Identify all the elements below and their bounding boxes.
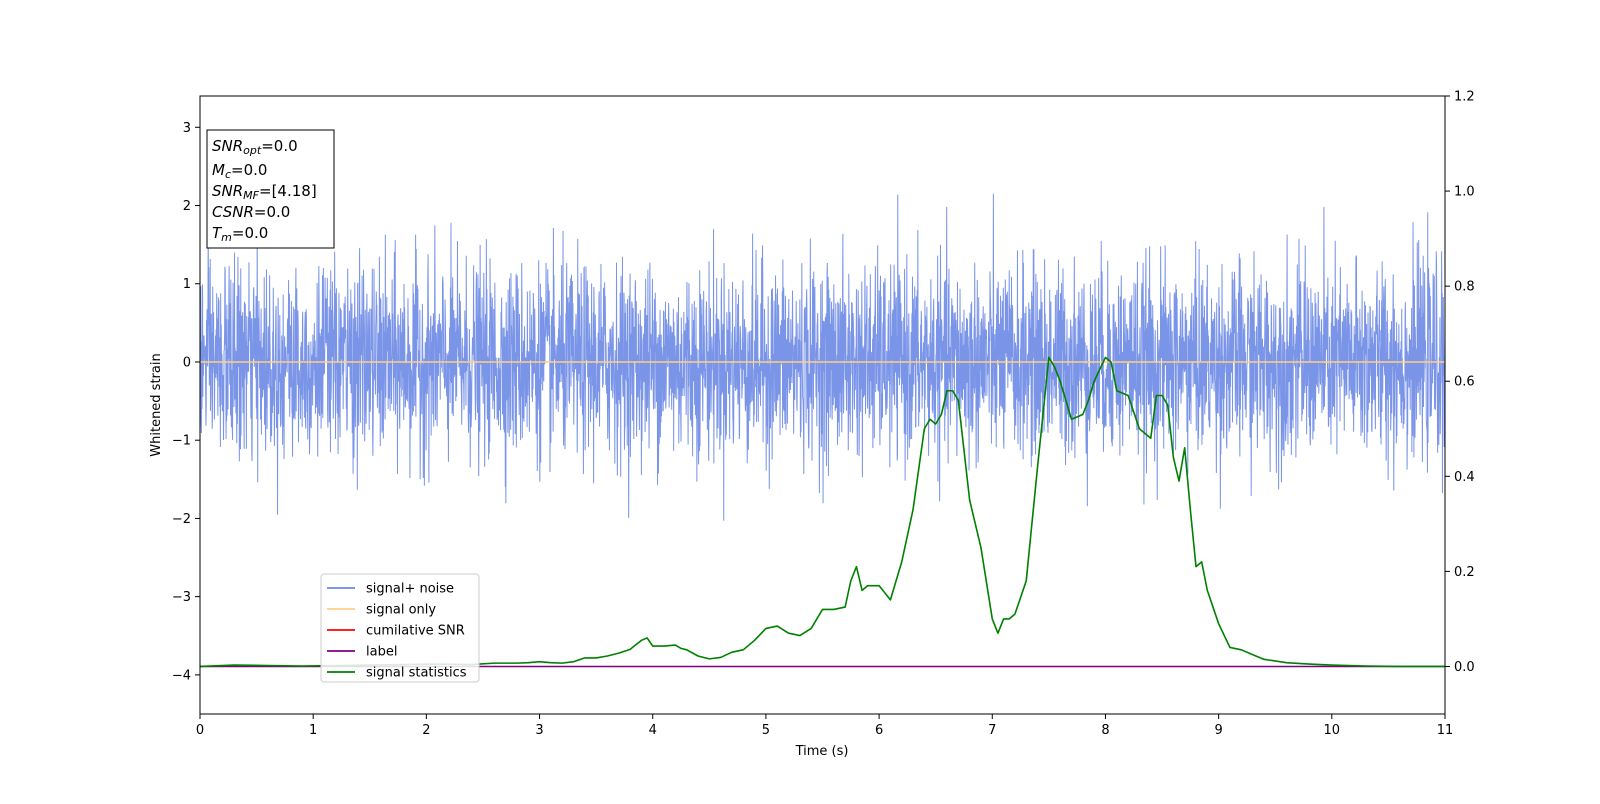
x-tick-label: 1 — [309, 723, 317, 738]
y-tick-label: −4 — [172, 668, 191, 683]
legend-label: signal only — [366, 603, 436, 618]
info-line-name: SNR — [212, 137, 243, 155]
info-line: SNRopt=0.0 — [212, 137, 298, 157]
y2-tick-label: 0.4 — [1454, 470, 1475, 485]
info-line-value: =0.0 — [254, 203, 290, 221]
info-line: Mc=0.0 — [212, 161, 267, 181]
info-line-value: =[4.18] — [259, 182, 317, 200]
info-line-subscript: opt — [243, 144, 262, 157]
y-tick-label: 0 — [183, 355, 191, 370]
x-tick-label: 3 — [535, 723, 543, 738]
legend-label: cumilative SNR — [366, 624, 465, 639]
info-line-name: T — [212, 224, 223, 242]
signal-plus-noise-path — [200, 193, 1445, 521]
x-tick-label: 7 — [988, 723, 996, 738]
info-line-subscript: c — [225, 168, 231, 181]
y2-tick-label: 1.2 — [1454, 90, 1475, 105]
y2-tick-label: 0.0 — [1454, 660, 1475, 675]
signal-statistics-line — [200, 356, 1445, 668]
y-tick-label: 2 — [183, 199, 191, 214]
y-tick-label: −3 — [172, 590, 191, 605]
info-line-value: =0.0 — [232, 224, 268, 242]
info-line: CSNR=0.0 — [212, 203, 290, 221]
y2-tick-label: 0.8 — [1454, 280, 1475, 295]
signal-plus-noise-line — [200, 193, 1445, 521]
x-tick-label: 10 — [1324, 723, 1341, 738]
x-tick-label: 8 — [1101, 723, 1109, 738]
y-tick-label: 3 — [183, 121, 191, 136]
plot-frame — [199, 95, 1446, 715]
legend-label: signal statistics — [366, 666, 467, 681]
y2-tick-label: 0.2 — [1454, 565, 1475, 580]
x-tick-label: 2 — [422, 723, 430, 738]
info-line-name: SNR — [212, 182, 243, 200]
info-line: Tm=0.0 — [212, 224, 268, 244]
y-tick-label: −2 — [172, 512, 191, 527]
info-box: SNRopt=0.0Mc=0.0SNRMF=[4.18]CSNR=0.0Tm=0… — [206, 129, 335, 249]
y-tick-label: 1 — [183, 277, 191, 292]
y-axis-label: Whitened strain — [149, 353, 164, 456]
info-line-value: =0.0 — [231, 161, 267, 179]
x-tick-label: 6 — [875, 723, 883, 738]
x-tick-label: 5 — [762, 723, 770, 738]
info-line: SNRMF=[4.18] — [212, 182, 317, 202]
x-axis-label: Time (s) — [795, 744, 849, 759]
x-tick-label: 9 — [1214, 723, 1222, 738]
y2-tick-label: 1.0 — [1454, 185, 1475, 200]
x-tick-label: 0 — [196, 723, 204, 738]
info-line-name: M — [212, 161, 225, 179]
x-tick-label: 11 — [1437, 723, 1454, 738]
legend-label: label — [366, 645, 397, 660]
y2-tick-label: 0.6 — [1454, 375, 1475, 390]
info-line-value: =0.0 — [261, 137, 297, 155]
legend: signal+ noise signal only cumilative SNR la… — [320, 573, 480, 683]
info-line-name: CSNR — [212, 203, 254, 221]
y-tick-label: −1 — [172, 434, 191, 449]
info-line-subscript: m — [221, 231, 232, 244]
legend-label: signal+ noise — [366, 582, 454, 597]
x-tick-label: 4 — [649, 723, 657, 738]
info-line-subscript: MF — [243, 189, 259, 202]
